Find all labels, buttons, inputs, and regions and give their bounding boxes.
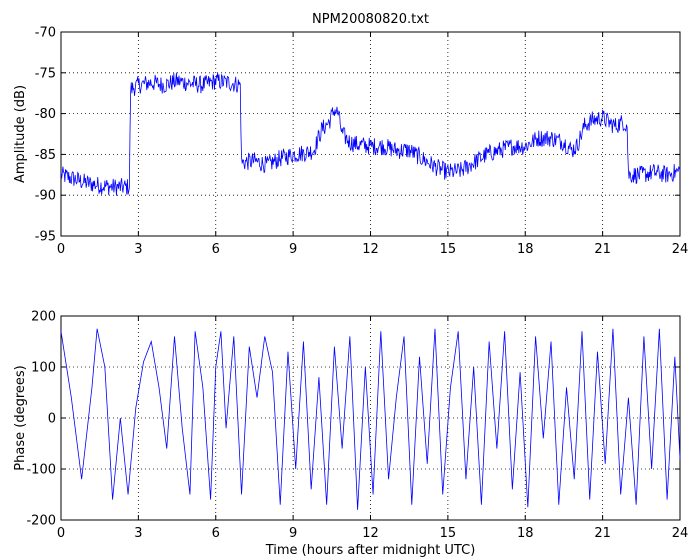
amplitude-x-tick-label: 18 bbox=[517, 242, 534, 257]
amplitude-x-tick-label: 24 bbox=[672, 242, 689, 257]
amplitude-y-tick-label: -85 bbox=[35, 148, 56, 163]
phase-y-axis-label: Phase (degrees) bbox=[13, 365, 28, 470]
amplitude-x-tick-label: 12 bbox=[362, 242, 379, 257]
phase-x-tick-label: 9 bbox=[289, 526, 297, 541]
phase-axes: 0 3 6 9 12 15 18 21 24 -200 -100 0 100 200 Time (hour… bbox=[13, 310, 688, 559]
amplitude-x-tick-label: 0 bbox=[57, 242, 65, 257]
phase-x-tick-label: 21 bbox=[594, 526, 611, 541]
amplitude-y-axis-label: Amplitude (dB) bbox=[13, 85, 28, 183]
phase-x-tick-label: 0 bbox=[57, 526, 65, 541]
amplitude-series-line bbox=[60, 72, 681, 196]
phase-marks bbox=[60, 328, 681, 510]
amplitude-x-tick-label: 15 bbox=[440, 242, 457, 257]
phase-x-tick-label: 18 bbox=[517, 526, 534, 541]
amplitude-marks bbox=[60, 72, 681, 196]
phase-x-tick-label: 15 bbox=[440, 526, 457, 541]
amplitude-ticks: 0 3 6 9 12 15 18 21 24 -95 -90 -85 -80 -75 -70 bbox=[35, 26, 689, 258]
amplitude-y-tick-label: -70 bbox=[35, 26, 56, 41]
phase-y-tick-label: 200 bbox=[31, 310, 56, 325]
amplitude-x-tick-label: 9 bbox=[289, 242, 297, 257]
phase-y-tick-label: 100 bbox=[31, 361, 56, 376]
phase-ticks: 0 3 6 9 12 15 18 21 24 -200 -100 0 100 200 bbox=[26, 310, 688, 542]
amplitude-y-tick-label: -80 bbox=[35, 107, 56, 122]
amplitude-x-tick-label: 6 bbox=[212, 242, 220, 257]
phase-series-line bbox=[60, 328, 681, 510]
phase-x-tick-label: 6 bbox=[212, 526, 220, 541]
phase-y-tick-label: 0 bbox=[48, 412, 56, 427]
amplitude-axes: 0 3 6 9 12 15 18 21 24 -95 -90 -85 -80 -75 -70 NPM2008… bbox=[13, 12, 688, 257]
phase-x-axis-label: Time (hours after midnight UTC) bbox=[265, 543, 476, 558]
amplitude-y-tick-label: -90 bbox=[35, 189, 56, 204]
chart-title: NPM20080820.txt bbox=[312, 12, 429, 27]
amplitude-y-tick-label: -75 bbox=[35, 66, 56, 81]
amplitude-x-tick-label: 3 bbox=[134, 242, 142, 257]
phase-plot-area bbox=[60, 315, 681, 521]
amplitude-plot-area bbox=[60, 31, 681, 237]
phase-x-tick-label: 3 bbox=[134, 526, 142, 541]
amplitude-x-tick-label: 21 bbox=[594, 242, 611, 257]
phase-y-tick-label: -200 bbox=[26, 514, 56, 529]
amplitude-y-tick-label: -95 bbox=[35, 230, 56, 245]
phase-x-tick-label: 24 bbox=[672, 526, 689, 541]
phase-x-tick-label: 12 bbox=[362, 526, 379, 541]
phase-y-tick-label: -100 bbox=[26, 463, 56, 478]
